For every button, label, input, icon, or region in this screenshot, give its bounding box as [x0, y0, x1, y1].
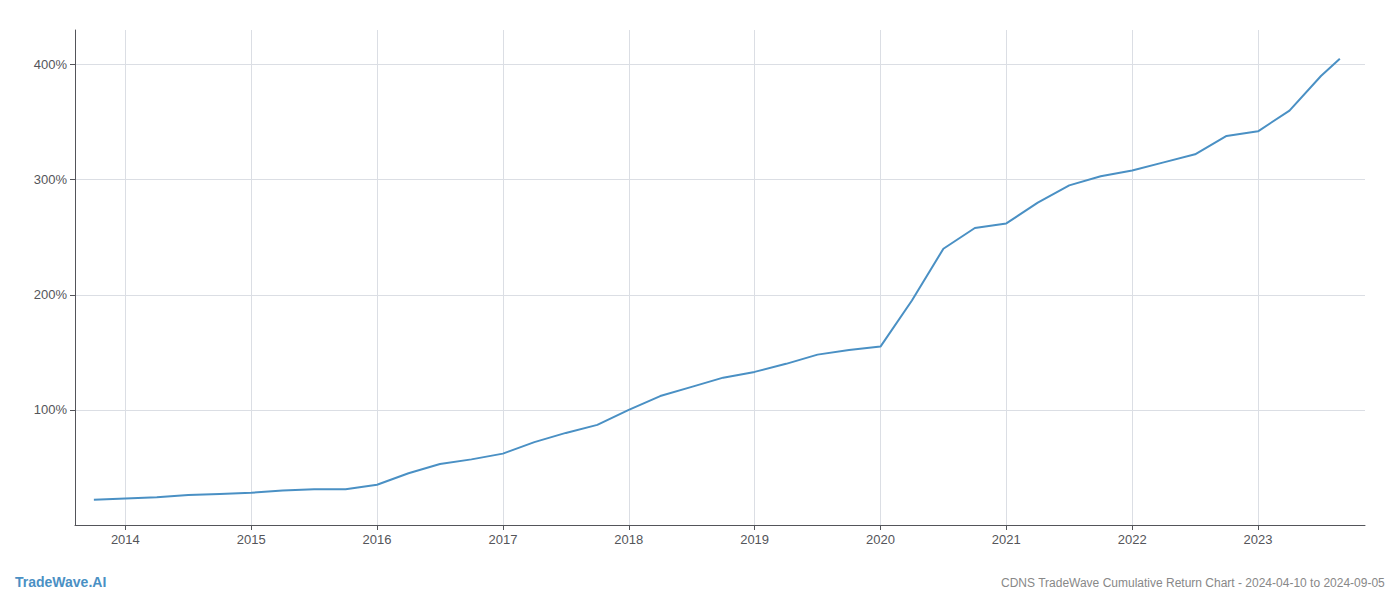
svg-text:2014: 2014 [111, 532, 140, 547]
svg-text:CDNS TradeWave Cumulative Retu: CDNS TradeWave Cumulative Return Chart -… [1001, 576, 1385, 590]
svg-text:2023: 2023 [1244, 532, 1273, 547]
svg-text:2015: 2015 [237, 532, 266, 547]
svg-text:2019: 2019 [740, 532, 769, 547]
svg-text:100%: 100% [34, 402, 68, 417]
svg-text:300%: 300% [34, 172, 68, 187]
svg-text:2017: 2017 [488, 532, 517, 547]
svg-text:2016: 2016 [363, 532, 392, 547]
svg-text:2021: 2021 [992, 532, 1021, 547]
svg-text:2022: 2022 [1118, 532, 1147, 547]
svg-text:TradeWave.AI: TradeWave.AI [15, 574, 106, 590]
svg-text:2020: 2020 [866, 532, 895, 547]
svg-text:2018: 2018 [614, 532, 643, 547]
svg-text:200%: 200% [34, 287, 68, 302]
svg-text:400%: 400% [34, 57, 68, 72]
